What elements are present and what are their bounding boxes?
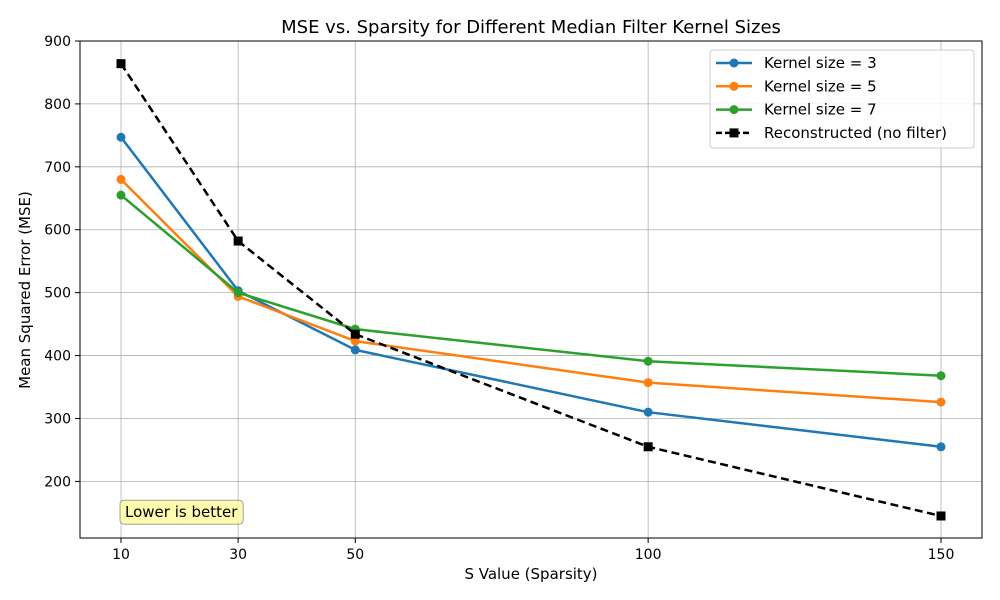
x-tick-label: 30 (229, 547, 247, 563)
data-point (936, 371, 946, 381)
x-tick-label: 50 (346, 547, 364, 563)
legend-entry: Kernel size = 7 (716, 101, 877, 119)
series-line (120, 194, 942, 377)
legend-entry: Reconstructed (no filter) (716, 124, 947, 142)
legend-label: Kernel size = 7 (764, 101, 877, 119)
y-tick-label: 700 (44, 160, 71, 176)
x-axis-label: S Value (Sparsity) (464, 565, 597, 583)
data-point (936, 397, 946, 407)
legend-marker (729, 81, 739, 91)
data-point (350, 336, 360, 346)
legend: Kernel size = 3 Kernel size = 5 Kernel siz… (709, 49, 975, 149)
legend-marker (729, 105, 739, 115)
annotation: Lower is better (119, 499, 244, 525)
series-1 (116, 132, 946, 452)
data-point (350, 329, 360, 339)
y-tick-label: 400 (44, 349, 71, 365)
legend-box (709, 49, 975, 149)
axis-ticks: 10 30 50 100 150 200 300 400 500 600 700 800 900 (44, 34, 954, 563)
series-3 (116, 190, 946, 381)
series-2 (116, 174, 946, 407)
data-point (936, 511, 946, 521)
legend-label: Reconstructed (no filter) (764, 124, 947, 142)
annotation-box (119, 499, 244, 525)
legend-label: Kernel size = 3 (764, 54, 877, 72)
chart-title: MSE vs. Sparsity for Different Median Fi… (281, 17, 781, 38)
data-point (116, 174, 126, 184)
y-tick-label: 600 (44, 223, 71, 239)
plot-area-frame (79, 40, 983, 539)
legend-entry: Kernel size = 5 (716, 77, 877, 95)
y-tick-label: 300 (44, 411, 71, 427)
x-tick-label: 100 (635, 547, 662, 563)
data-point (116, 59, 126, 69)
data-point (643, 442, 653, 452)
y-axis-label: Mean Squared Error (MSE) (16, 191, 34, 389)
data-point (233, 288, 243, 298)
y-tick-label: 800 (44, 97, 71, 113)
data-point (116, 132, 126, 142)
annotation-text: Lower is better (125, 503, 238, 521)
legend-label: Kernel size = 5 (764, 77, 877, 95)
legend-marker (729, 58, 739, 68)
y-tick-label: 200 (44, 474, 71, 490)
y-tick-label: 500 (44, 286, 71, 302)
data-point (233, 236, 243, 246)
data-point (643, 378, 653, 388)
series-line (120, 136, 942, 449)
series-layer (116, 59, 946, 521)
series-4 (116, 59, 946, 521)
x-tick-label: 150 (928, 547, 955, 563)
data-point (936, 442, 946, 452)
data-point (643, 356, 653, 366)
legend-entry: Kernel size = 3 (716, 54, 877, 72)
data-point (350, 345, 360, 355)
data-point (116, 190, 126, 200)
legend-marker (729, 128, 739, 138)
y-tick-label: 900 (44, 34, 71, 50)
series-line (119, 62, 942, 518)
data-point (643, 407, 653, 417)
x-tick-label: 10 (112, 547, 130, 563)
